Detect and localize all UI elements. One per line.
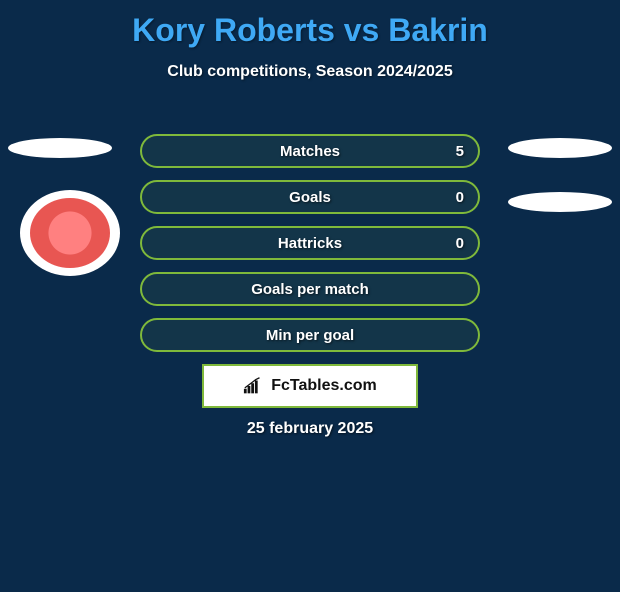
left-badge-1 [8,138,112,158]
stat-label: Goals [289,189,331,206]
stat-row-min-per-goal: Min per goal [140,318,480,352]
stat-row-hattricks: Hattricks 0 [140,226,480,260]
left-badge-2-club-crest [20,190,120,276]
stat-label: Matches [280,143,340,160]
stat-row-matches: Matches 5 [140,134,480,168]
page-subtitle: Club competitions, Season 2024/2025 [0,63,620,81]
stats-panel: Matches 5 Goals 0 Hattricks 0 Goals per … [140,134,480,364]
stat-value-right: 5 [456,143,464,160]
stat-label: Min per goal [266,327,354,344]
club-crest-icon [30,198,110,268]
brand-bars-icon [243,377,265,395]
brand-text: FcTables.com [271,377,377,395]
date-text: 25 february 2025 [0,420,620,438]
stat-row-goals: Goals 0 [140,180,480,214]
stat-value-right: 0 [456,189,464,206]
right-badge-2 [508,192,612,212]
stat-label: Goals per match [251,281,369,298]
stat-row-goals-per-match: Goals per match [140,272,480,306]
stat-label: Hattricks [278,235,342,252]
right-badge-1 [508,138,612,158]
page-title: Kory Roberts vs Bakrin [0,12,620,49]
brand-box: FcTables.com [202,364,418,408]
stat-value-right: 0 [456,235,464,252]
